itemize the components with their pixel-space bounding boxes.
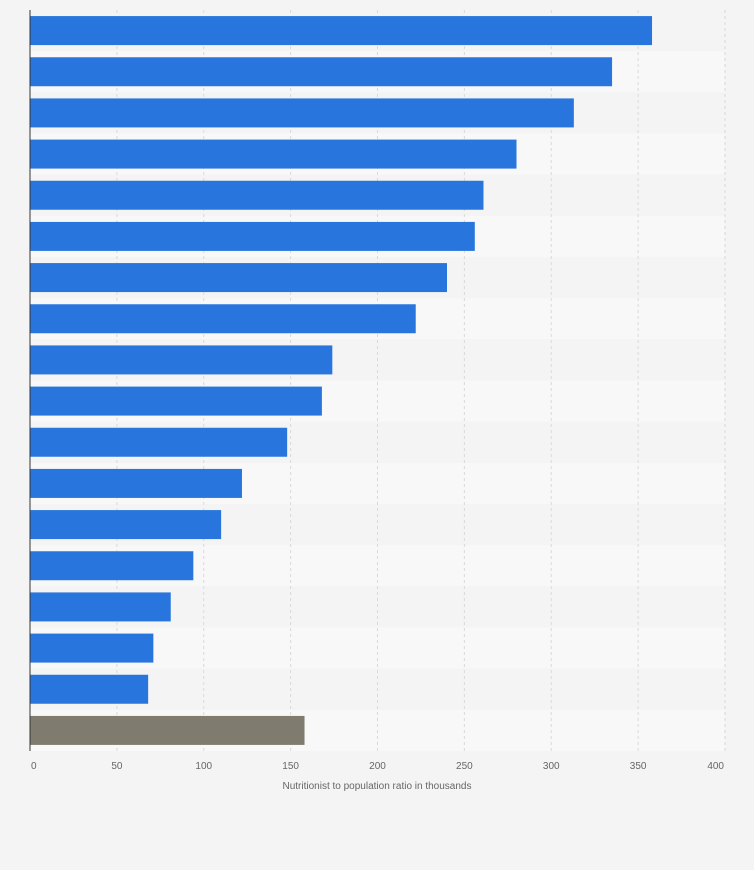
bar: [30, 263, 447, 293]
bar: [30, 633, 154, 663]
bars: [30, 16, 653, 745]
bar: [30, 386, 322, 416]
x-axis-ticks: 0 50 100 150 200 250 300 350 400: [31, 761, 724, 772]
bar: [30, 16, 653, 46]
x-tick-label: 250: [456, 761, 473, 772]
x-tick-label: 0: [31, 761, 37, 772]
x-axis-title: Nutritionist to population ratio in thou…: [282, 781, 471, 792]
x-tick-label: 150: [282, 761, 299, 772]
x-tick-label: 300: [543, 761, 560, 772]
bar: [30, 468, 242, 498]
bar: [30, 180, 484, 210]
bar: [30, 715, 305, 745]
bar: [30, 304, 416, 334]
x-tick-label: 100: [195, 761, 212, 772]
bar: [30, 592, 171, 622]
bar: [30, 427, 288, 457]
x-tick-label: 200: [369, 761, 386, 772]
bar: [30, 57, 613, 87]
bar: [30, 674, 149, 704]
x-tick-label: 350: [630, 761, 647, 772]
x-tick-label: 50: [111, 761, 123, 772]
bar: [30, 551, 194, 581]
bar: [30, 345, 333, 375]
bar: [30, 510, 222, 540]
bar: [30, 139, 517, 169]
x-tick-label: 400: [707, 761, 724, 772]
bar: [30, 221, 475, 251]
bar: [30, 98, 574, 128]
